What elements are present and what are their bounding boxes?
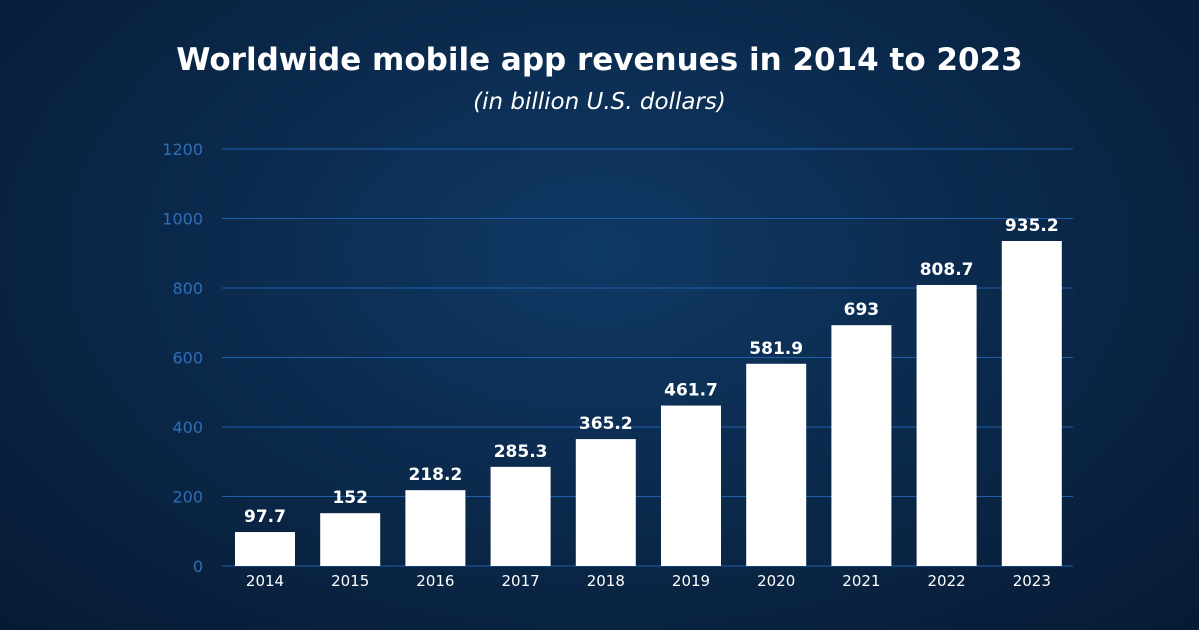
bars (235, 241, 1062, 566)
bar-2022 (916, 284, 977, 566)
chart-title: Worldwide mobile app revenues in 2014 to… (176, 42, 1023, 78)
bar-2015 (320, 513, 381, 566)
bar-2020 (746, 363, 807, 566)
chart-subtitle: (in billion U.S. dollars) (473, 89, 726, 115)
bar-value-label: 218.2 (409, 465, 463, 485)
y-tick-label: 0 (193, 557, 203, 576)
bar-2019 (661, 405, 721, 566)
x-axis-ticks: 2014 2015 2016 2017 2018 2019 2020 2021 2022 2023 (246, 572, 1051, 590)
y-tick-label: 200 (172, 488, 203, 507)
bar-value-label: 693 (844, 300, 880, 320)
x-tick-label: 2016 (416, 572, 454, 590)
y-tick-label: 1200 (162, 140, 203, 159)
y-tick-label: 600 (172, 349, 203, 368)
x-tick-label: 2022 (928, 572, 966, 590)
y-tick-label: 1000 (162, 210, 203, 229)
x-tick-label: 2021 (842, 572, 880, 590)
bar-2014 (235, 532, 295, 566)
x-tick-label: 2018 (587, 572, 625, 590)
x-tick-label: 2020 (757, 572, 795, 590)
y-tick-label: 400 (172, 418, 203, 437)
x-tick-label: 2023 (1013, 572, 1051, 590)
x-tick-label: 2015 (331, 572, 369, 590)
bar-value-label: 365.2 (579, 414, 633, 434)
bar-value-label: 285.3 (494, 442, 548, 462)
bar-2018 (575, 439, 636, 566)
bar-2017 (490, 466, 551, 566)
bar-2016 (405, 490, 466, 566)
bar-value-label: 581.9 (749, 339, 803, 359)
y-axis-ticks: 0 200 400 600 800 1000 1200 (162, 140, 203, 576)
bar-2023 (1001, 241, 1062, 566)
bar-value-label: 152 (332, 488, 368, 508)
bar-value-label: 461.7 (664, 381, 718, 401)
x-tick-label: 2019 (672, 572, 710, 590)
y-tick-label: 800 (172, 279, 203, 298)
x-tick-label: 2014 (246, 572, 284, 590)
bar-value-label: 808.7 (920, 260, 974, 280)
x-tick-label: 2017 (502, 572, 540, 590)
bar-value-label: 97.7 (244, 507, 286, 527)
bar-value-label: 935.2 (1005, 216, 1059, 236)
bar-2021 (831, 325, 892, 566)
bar-value-labels: 97.7 152 218.2 285.3 365.2 461.7 581.9 693 808.7… (244, 216, 1059, 527)
